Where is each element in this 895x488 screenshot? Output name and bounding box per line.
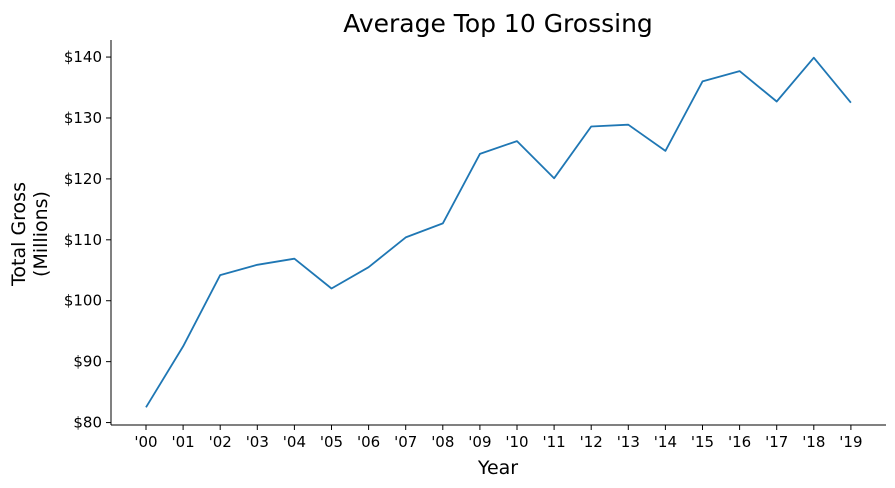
x-tick-label: '10 — [505, 433, 528, 451]
y-tick-label: $120 — [64, 170, 102, 188]
x-tick-label: '19 — [839, 433, 862, 451]
series-layer — [145, 56, 852, 408]
x-tick-label: '14 — [654, 433, 677, 451]
x-tick-label: '04 — [283, 433, 306, 451]
series-line — [145, 56, 852, 408]
x-ticks: '00 '01 '02 '03 '04 '05 '06 '07 '08 '09 '10 '11 '12 '… — [134, 425, 863, 451]
x-tick-label: '11 — [542, 433, 565, 451]
chart-title: Average Top 10 Grossing — [343, 9, 653, 38]
y-axis-label-line-2: (Millions) — [30, 191, 52, 277]
x-tick-label: '15 — [691, 433, 714, 451]
x-tick-label: '16 — [728, 433, 751, 451]
y-tick-label: $130 — [64, 109, 102, 127]
y-axis-label: Total Gross (Millions) — [8, 182, 52, 287]
x-tick-label: '13 — [617, 433, 640, 451]
x-tick-label: '17 — [765, 433, 788, 451]
x-tick-label: '08 — [431, 433, 454, 451]
y-tick-label: $90 — [73, 353, 102, 371]
x-tick-label: '18 — [802, 433, 825, 451]
x-axis-label: Year — [477, 457, 518, 479]
x-tick-label: '07 — [394, 433, 417, 451]
y-axis-label-line-1: Total Gross — [8, 182, 30, 287]
x-tick-label: '02 — [209, 433, 232, 451]
x-tick-label: '05 — [320, 433, 343, 451]
y-tick-label: $100 — [64, 292, 102, 310]
y-tick-label: $80 — [73, 414, 102, 432]
x-tick-label: '06 — [357, 433, 380, 451]
x-tick-label: '00 — [134, 433, 157, 451]
y-tick-label: $110 — [64, 231, 102, 249]
y-ticks: $80 $90 $100 $110 $120 $130 $140 — [64, 48, 111, 432]
x-tick-label: '09 — [468, 433, 491, 451]
x-tick-label: '01 — [171, 433, 194, 451]
y-tick-label: $140 — [64, 48, 102, 66]
x-tick-label: '03 — [246, 433, 269, 451]
x-tick-label: '12 — [580, 433, 603, 451]
